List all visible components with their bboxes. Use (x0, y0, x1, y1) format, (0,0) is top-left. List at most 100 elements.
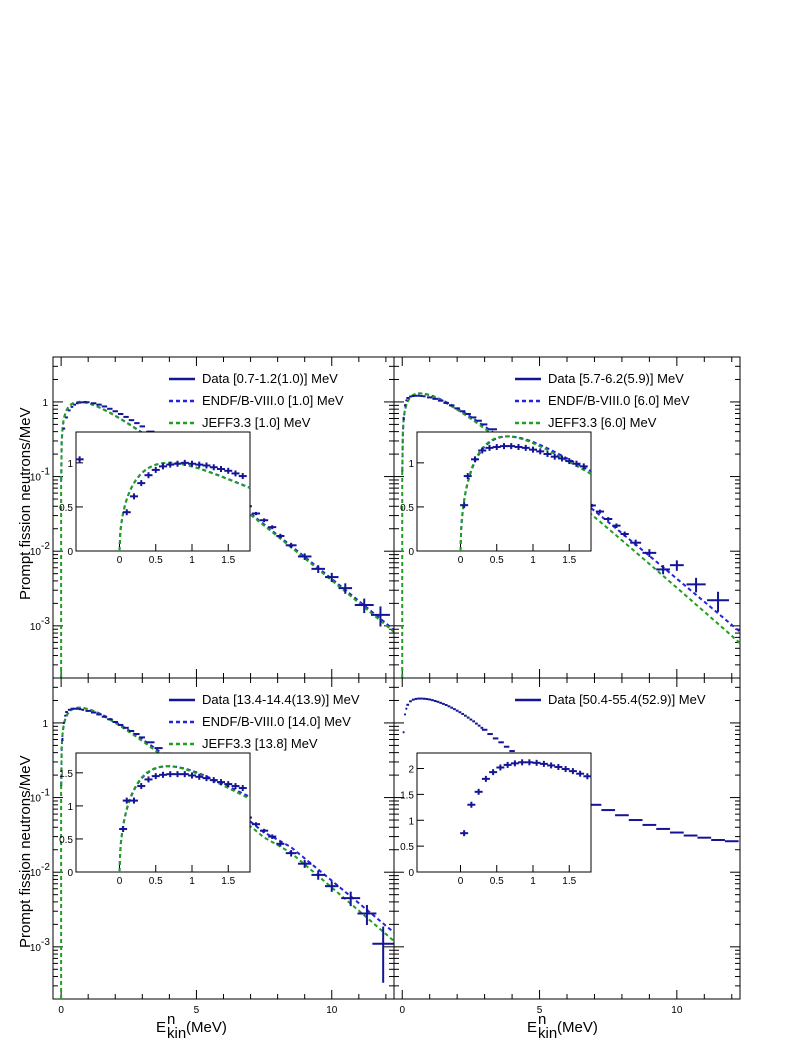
data-point (686, 577, 706, 593)
data-point (481, 423, 488, 426)
inset-data-point (202, 462, 211, 469)
inset-data-point (474, 788, 483, 795)
inset-data-point (195, 773, 204, 780)
data-point (64, 714, 67, 717)
y-tick-label: 10 (30, 473, 42, 484)
inset-panel: 0 0.5 1 1.5 0 0.5 1 1.5 (59, 752, 251, 887)
data-point (453, 708, 456, 711)
data-point (81, 708, 85, 711)
data-point (411, 698, 415, 701)
inset-data-point (550, 453, 559, 460)
inset-data-point (500, 443, 508, 450)
inset-panel: 0 0.5 1 1.5 0 0.5 1 (400, 431, 592, 566)
data-point (466, 716, 470, 719)
inset-data-point (543, 451, 552, 458)
data-point (134, 733, 140, 736)
inset-data-point (514, 443, 523, 450)
inset-x-tick-label: 1.5 (562, 555, 576, 566)
inset-data-point (583, 773, 592, 780)
data-point (285, 542, 297, 548)
data-point (297, 553, 312, 560)
data-point (260, 518, 269, 523)
data-point (422, 697, 426, 700)
data-point (464, 714, 467, 717)
svg-text:(MeV): (MeV) (557, 1019, 598, 1036)
data-point (612, 523, 621, 528)
data-point (420, 697, 423, 700)
data-point (454, 407, 460, 410)
data-point (285, 850, 297, 857)
data-point (107, 718, 113, 721)
data-point (139, 736, 146, 739)
data-point (414, 697, 418, 700)
inset-data-point (122, 797, 131, 804)
data-point (78, 401, 82, 404)
data-point (268, 525, 277, 530)
data-point (251, 822, 261, 827)
data-point (61, 737, 64, 742)
data-point (433, 699, 437, 702)
inset-y-tick-label: 1 (408, 459, 414, 470)
data-point (101, 405, 108, 408)
x-tick-label: 10 (326, 1005, 338, 1016)
inset-data-point (75, 456, 84, 463)
data-point (402, 731, 405, 734)
inset-data-point (481, 775, 490, 782)
data-point (311, 870, 325, 880)
inset-x-tick-label: 0 (117, 876, 123, 887)
data-point (76, 707, 79, 710)
data-point (123, 726, 129, 729)
data-point (442, 702, 445, 705)
data-point (84, 400, 87, 403)
x-tick-label: 5 (194, 1005, 200, 1016)
data-point (67, 708, 71, 711)
data-point (81, 401, 85, 404)
inset-y-tick-label: 1.5 (400, 790, 414, 801)
data-point (601, 809, 616, 812)
inset-data-point (231, 783, 240, 790)
inset-x-tick-label: 1.5 (221, 555, 235, 566)
data-point (436, 700, 440, 703)
inset-data-point (503, 761, 512, 768)
inset-data-point (224, 781, 233, 788)
data-point (76, 402, 79, 405)
inset-x-tick-label: 1 (189, 555, 195, 566)
y-tick-label: 10 (30, 943, 42, 954)
data-point (90, 711, 97, 714)
inset-data-point (202, 775, 211, 782)
inset-y-tick-label: 0.5 (400, 842, 414, 853)
inset-data-point (209, 464, 218, 471)
inset-data-point (130, 797, 138, 804)
data-point (656, 565, 670, 575)
y-tick-label: 10 (30, 794, 42, 805)
inset-data-point (510, 760, 519, 767)
inset-data-point (554, 763, 563, 770)
data-point (509, 750, 515, 753)
inset-data-point (463, 473, 472, 480)
inset-x-tick-label: 0 (458, 555, 464, 566)
svg-text:(MeV): (MeV) (186, 1019, 227, 1036)
data-point (439, 701, 443, 704)
data-point (372, 926, 394, 983)
data-point (128, 419, 135, 422)
y-tick-label: 10 (30, 622, 42, 633)
data-point (443, 401, 449, 404)
inset-data-point (173, 771, 182, 778)
data-point (472, 720, 476, 723)
inset-data-point (151, 466, 160, 473)
data-point (414, 394, 418, 397)
inset-y-tick-label: 1 (67, 459, 73, 470)
inset-data-point (166, 771, 175, 778)
y-tick-label: 10 (30, 547, 42, 558)
inset-y-tick-label: 0 (408, 547, 414, 558)
jeff-curve (60, 400, 395, 633)
data-point (311, 565, 325, 573)
data-point (65, 711, 68, 714)
data-point (465, 412, 471, 415)
data-point (405, 399, 408, 402)
inset-x-tick-label: 1 (189, 876, 195, 887)
data-point (260, 828, 269, 833)
data-point (724, 840, 739, 843)
data-point (96, 403, 102, 406)
